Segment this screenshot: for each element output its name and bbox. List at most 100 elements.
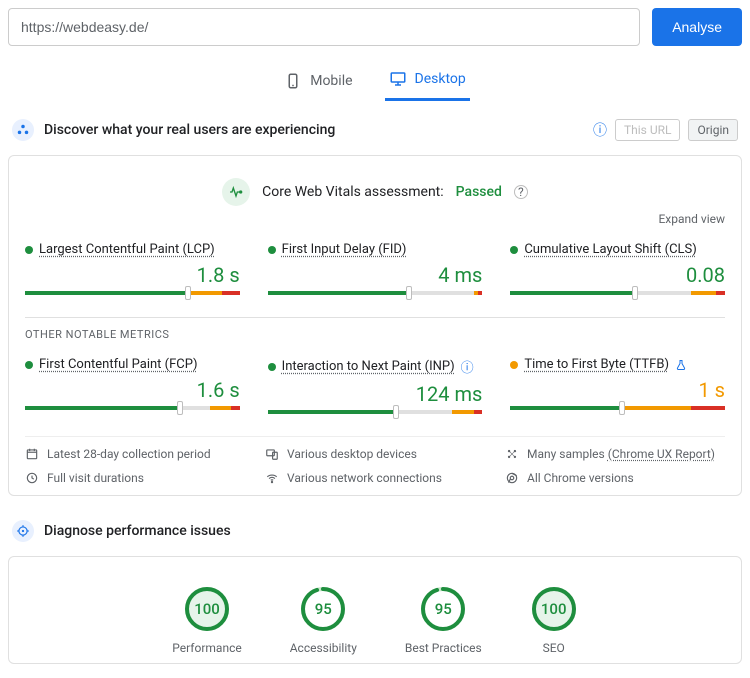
device-tabs: Mobile Desktop xyxy=(0,46,750,109)
tab-mobile[interactable]: Mobile xyxy=(280,64,356,101)
metric-bar xyxy=(25,406,240,410)
status-dot xyxy=(25,246,33,254)
metric-value: 1.8 s xyxy=(25,257,240,291)
fn-networks-text: Various network connections xyxy=(287,471,442,485)
gauge[interactable]: 100 Performance xyxy=(172,585,241,655)
metric-name[interactable]: Time to First Byte (TTFB) xyxy=(524,357,669,372)
metric: First Contentful Paint (FCP) 1.6 s xyxy=(25,357,240,414)
other-metrics-heading: OTHER NOTABLE METRICS xyxy=(25,328,725,351)
core-metrics-grid: Largest Contentful Paint (LCP) 1.8 s Fir… xyxy=(25,236,725,303)
metric-value: 1.6 s xyxy=(25,372,240,406)
metric-bar xyxy=(25,291,240,295)
fn-devices-text: Various desktop devices xyxy=(287,447,417,461)
metric-bar xyxy=(510,406,725,410)
fn-versions-text: All Chrome versions xyxy=(527,471,634,485)
metric-name[interactable]: First Contentful Paint (FCP) xyxy=(39,357,198,372)
metric-name[interactable]: Largest Contentful Paint (LCP) xyxy=(39,242,215,257)
gauge-label: SEO xyxy=(543,641,565,655)
footnotes: Latest 28-day collection period Various … xyxy=(25,436,725,485)
metric-value: 124 ms xyxy=(268,376,483,410)
calendar-icon xyxy=(25,447,39,461)
fn-durations-text: Full visit durations xyxy=(47,471,144,485)
diagnose-header: Diagnose performance issues xyxy=(0,510,750,550)
metric-bar xyxy=(510,291,725,295)
desktop-icon xyxy=(389,70,407,88)
bar-marker xyxy=(393,405,399,419)
assessment-label: Core Web Vitals assessment: xyxy=(262,184,444,200)
assessment-status: Passed xyxy=(456,184,502,200)
status-dot xyxy=(510,246,518,254)
info-icon[interactable]: ⓘ xyxy=(593,120,607,140)
bar-marker xyxy=(632,286,638,300)
expand-view[interactable]: Expand view xyxy=(25,210,725,236)
metric: First Input Delay (FID) 4 ms xyxy=(268,242,483,295)
bar-marker xyxy=(619,401,625,415)
metric-value: 4 ms xyxy=(268,257,483,291)
gauge-ring: 95 xyxy=(299,585,347,633)
devices-icon xyxy=(265,447,279,461)
status-dot xyxy=(510,361,518,369)
tab-desktop-label: Desktop xyxy=(415,71,466,87)
pulse-icon xyxy=(222,178,250,206)
diagnose-title: Diagnose performance issues xyxy=(44,523,231,539)
analyse-button[interactable]: Analyse xyxy=(652,8,742,46)
gauge[interactable]: 100 SEO xyxy=(530,585,578,655)
top-bar: Analyse xyxy=(0,0,750,46)
gauge-label: Performance xyxy=(172,641,241,655)
fn-devices: Various desktop devices xyxy=(265,447,485,461)
pill-this-url[interactable]: This URL xyxy=(615,119,681,141)
gauge-score: 95 xyxy=(299,585,347,633)
gauge[interactable]: 95 Best Practices xyxy=(405,585,482,655)
metric-bar xyxy=(268,291,483,295)
gauge-ring: 100 xyxy=(183,585,231,633)
fn-period: Latest 28-day collection period xyxy=(25,447,245,461)
tab-mobile-label: Mobile xyxy=(310,73,352,89)
discover-header: Discover what your real users are experi… xyxy=(0,109,750,149)
chrome-ux-report-link[interactable]: (Chrome UX Report) xyxy=(608,447,715,461)
gauge-score: 100 xyxy=(183,585,231,633)
clock-icon xyxy=(25,471,39,485)
chrome-icon xyxy=(505,471,519,485)
samples-icon xyxy=(505,447,519,461)
gauge-label: Accessibility xyxy=(290,641,357,655)
lighthouse-card: 100 Performance 95 Accessibility 95 Best… xyxy=(8,556,742,664)
gauge-ring: 95 xyxy=(419,585,467,633)
tab-desktop[interactable]: Desktop xyxy=(385,64,470,101)
assessment-row: Core Web Vitals assessment: Passed ? xyxy=(25,170,725,210)
url-input[interactable] xyxy=(8,8,640,46)
fn-versions: All Chrome versions xyxy=(505,471,725,485)
status-dot xyxy=(25,361,33,369)
fn-samples-text: Many samples xyxy=(527,447,608,461)
gauge-label: Best Practices xyxy=(405,641,482,655)
bar-marker xyxy=(177,401,183,415)
fn-samples: Many samples (Chrome UX Report) xyxy=(505,447,725,461)
gauge-score: 100 xyxy=(530,585,578,633)
discover-icon xyxy=(12,119,34,141)
status-dot xyxy=(268,246,276,254)
bar-marker xyxy=(406,286,412,300)
other-metrics-grid: First Contentful Paint (FCP) 1.6 s Inter… xyxy=(25,351,725,422)
metric-name[interactable]: Cumulative Layout Shift (CLS) xyxy=(524,242,696,257)
gauge[interactable]: 95 Accessibility xyxy=(290,585,357,655)
metric: Largest Contentful Paint (LCP) 1.8 s xyxy=(25,242,240,295)
metric-name[interactable]: Interaction to Next Paint (INP) xyxy=(282,359,455,374)
vitals-card: Core Web Vitals assessment: Passed ? Exp… xyxy=(8,155,742,496)
help-icon[interactable]: ? xyxy=(514,185,528,199)
metric: Interaction to Next Paint (INP) ⓘ 124 ms xyxy=(268,357,483,414)
pill-origin[interactable]: Origin xyxy=(688,119,738,141)
wifi-icon xyxy=(265,471,279,485)
fn-period-text: Latest 28-day collection period xyxy=(47,447,211,461)
info-flag-icon: ⓘ xyxy=(461,357,474,376)
gauge-score: 95 xyxy=(419,585,467,633)
divider xyxy=(25,317,725,318)
metric-name[interactable]: First Input Delay (FID) xyxy=(282,242,407,257)
metric: Cumulative Layout Shift (CLS) 0.08 xyxy=(510,242,725,295)
fn-networks: Various network connections xyxy=(265,471,485,485)
gauge-ring: 100 xyxy=(530,585,578,633)
gauges-row: 100 Performance 95 Accessibility 95 Best… xyxy=(25,571,725,659)
mobile-icon xyxy=(284,72,302,90)
metric-value: 1 s xyxy=(510,372,725,406)
fn-durations: Full visit durations xyxy=(25,471,245,485)
experimental-icon xyxy=(675,359,687,371)
metric: Time to First Byte (TTFB) 1 s xyxy=(510,357,725,414)
